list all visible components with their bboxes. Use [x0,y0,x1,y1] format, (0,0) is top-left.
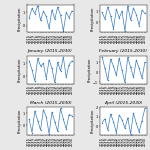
Title: February (2015-2030): February (2015-2030) [99,49,147,53]
Y-axis label: Precipitation: Precipitation [17,6,21,31]
Y-axis label: Precipitation: Precipitation [17,57,21,82]
Y-axis label: Precipitation: Precipitation [17,109,21,133]
Title: April (2015-2030): April (2015-2030) [104,101,143,105]
Y-axis label: Precipitation: Precipitation [90,109,94,133]
Title: January (2015-2030): January (2015-2030) [28,49,73,53]
Title: March (2015-2030): March (2015-2030) [30,101,71,105]
Y-axis label: Precipitation: Precipitation [87,57,91,82]
Y-axis label: Precipitation: Precipitation [90,6,94,31]
